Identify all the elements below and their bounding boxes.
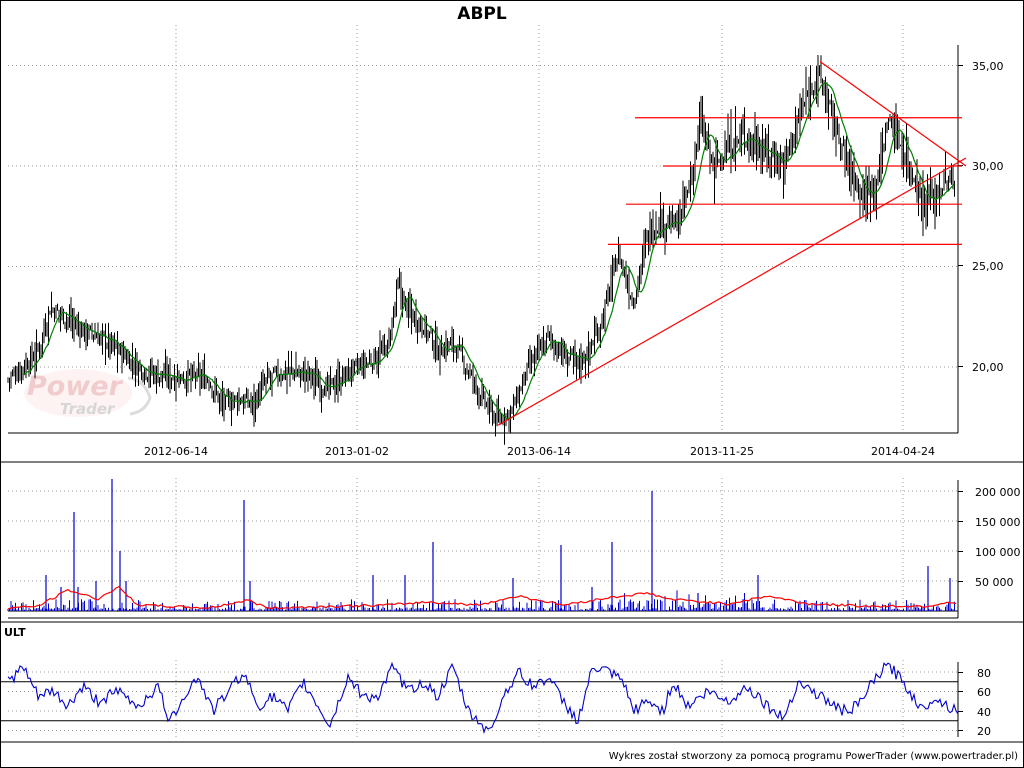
price-x-ticks: 2012-06-14 2013-01-02 2013-06-14 2013-11… xyxy=(144,445,935,458)
price-y-ticks: 35,00 30,00 25,00 20,00 xyxy=(958,60,1004,374)
horizontal-levels xyxy=(608,117,962,245)
y-tick-25: 25,00 xyxy=(972,260,1004,273)
support-trend-line xyxy=(497,157,967,426)
volume-panel: 200 000 150 000 100 000 50 000 xyxy=(0,461,1024,619)
vol-tick-150000: 150 000 xyxy=(975,516,1021,529)
price-bars xyxy=(7,55,955,445)
price-panel: 35,00 30,00 25,00 20,00 2012-06-14 2013-… xyxy=(7,25,1004,458)
ult-tick-20: 20 xyxy=(977,725,991,738)
svg-text:Trader: Trader xyxy=(60,400,116,418)
volume-average-line xyxy=(7,585,957,610)
oscillator-y-ticks: 80 60 40 20 xyxy=(958,667,991,738)
oscillator-panel: ULT 80 60 40 20 xyxy=(0,621,1024,738)
oscillator-gridlines xyxy=(8,660,958,737)
ult-tick-60: 60 xyxy=(977,686,991,699)
vol-tick-50000: 50 000 xyxy=(975,576,1014,589)
y-tick-20: 20,00 xyxy=(972,361,1004,374)
ult-tick-40: 40 xyxy=(977,706,991,719)
x-tick-2013-11-25: 2013-11-25 xyxy=(690,445,754,458)
oscillator-label: ULT xyxy=(4,626,26,639)
resistance-trend-line xyxy=(819,60,967,167)
moving-average-line xyxy=(22,82,955,420)
footer-credit: Wykres został stworzony za pomocą progra… xyxy=(609,751,1018,762)
svg-text:Power: Power xyxy=(27,371,124,402)
x-tick-2012-06-14: 2012-06-14 xyxy=(144,445,208,458)
x-tick-2013-06-14: 2013-06-14 xyxy=(507,445,571,458)
chart-title: ABPL xyxy=(457,4,507,24)
ult-tick-80: 80 xyxy=(977,667,991,680)
volume-y-ticks: 200 000 150 000 100 000 50 000 xyxy=(958,486,1021,589)
y-tick-30: 30,00 xyxy=(972,160,1004,173)
volume-bars xyxy=(7,479,955,611)
ult-line xyxy=(7,661,959,735)
trend-lines xyxy=(497,60,967,426)
x-tick-2014-04-24: 2014-04-24 xyxy=(871,445,935,458)
vol-tick-200000: 200 000 xyxy=(975,486,1021,499)
x-tick-2013-01-02: 2013-01-02 xyxy=(325,445,389,458)
powertrader-watermark-logo: Power Trader xyxy=(24,369,152,418)
y-tick-35: 35,00 xyxy=(972,60,1004,73)
vol-tick-100000: 100 000 xyxy=(975,546,1021,559)
